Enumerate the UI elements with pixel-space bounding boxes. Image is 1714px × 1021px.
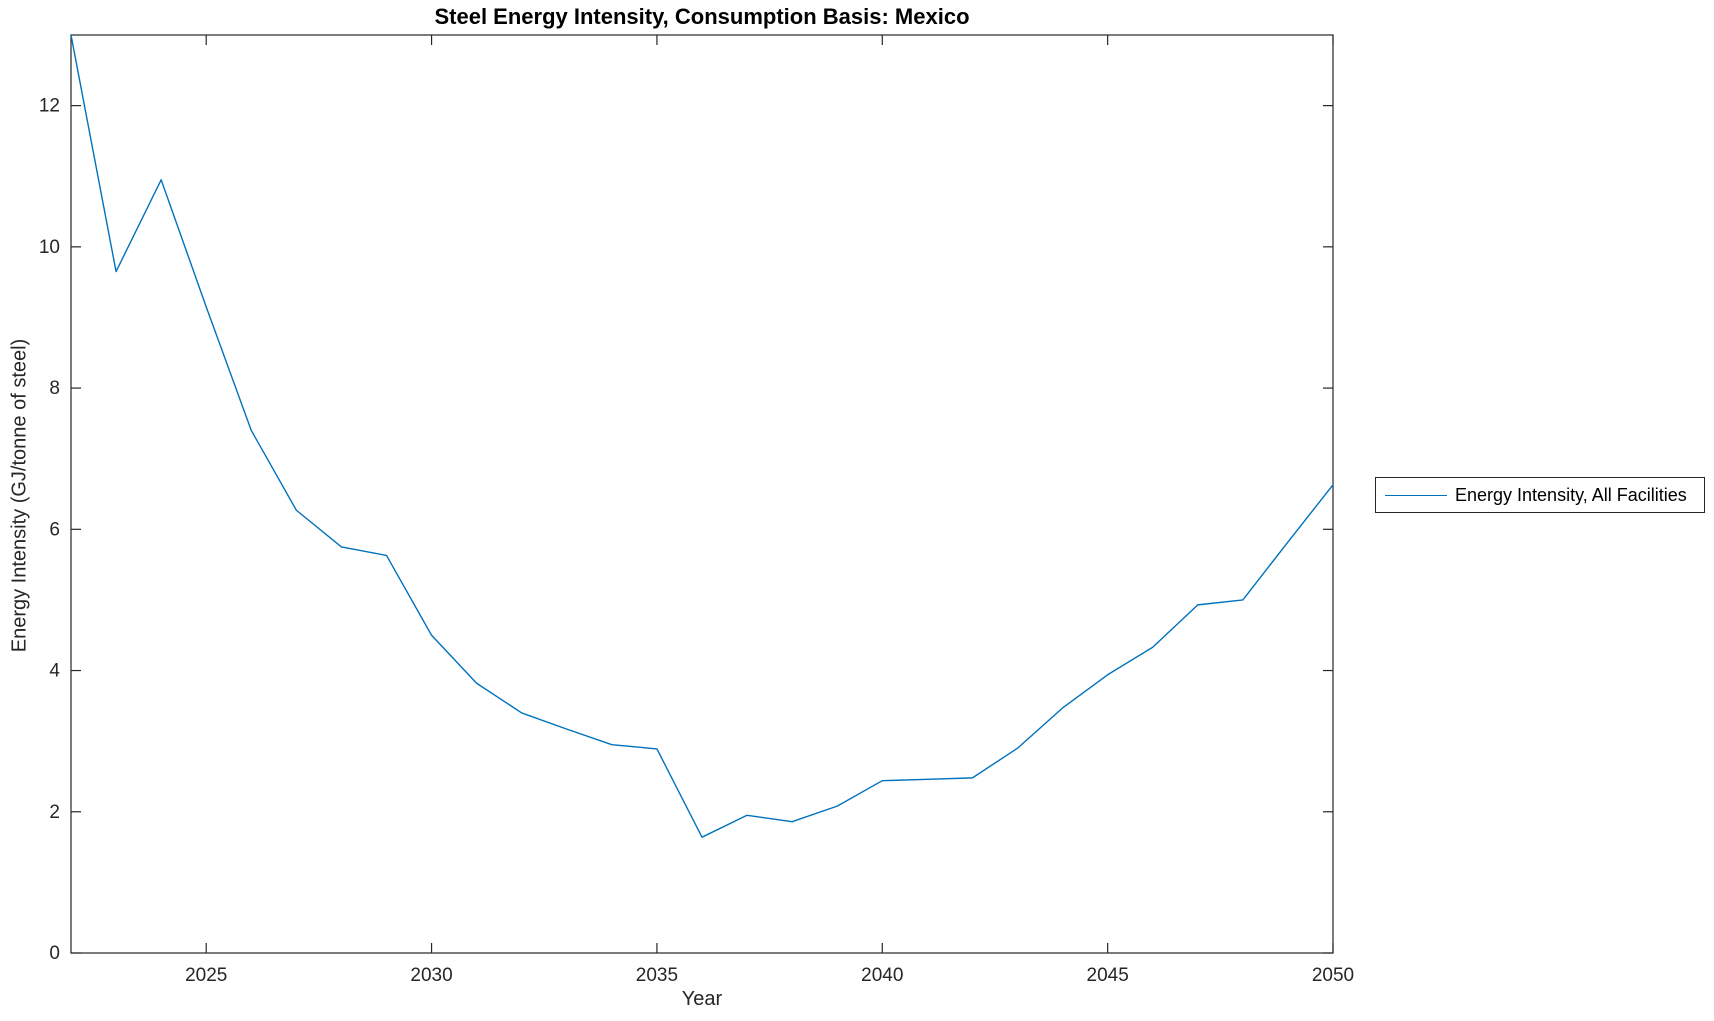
y-tick-label: 6 — [49, 519, 60, 540]
x-tick-label: 2030 — [410, 965, 452, 986]
axis-box — [70, 34, 1334, 954]
x-tick-label: 2040 — [861, 965, 903, 986]
y-tick-label: 10 — [39, 237, 60, 258]
legend: Energy Intensity, All Facilities — [1375, 477, 1705, 513]
data-line — [70, 34, 1334, 838]
x-axis-label: Year — [681, 988, 723, 1010]
x-tick-label: 2035 — [636, 965, 678, 986]
legend-line-sample-icon — [1385, 494, 1447, 496]
chart-title: Steel Energy Intensity, Consumption Basi… — [434, 4, 970, 29]
y-tick-label: 12 — [39, 96, 60, 117]
y-tick-label: 8 — [49, 378, 60, 399]
x-tick-label: 2050 — [1312, 965, 1354, 986]
y-axis-label: Energy Intensity (GJ/tonne of steel) — [8, 338, 31, 653]
y-tick-label: 4 — [49, 661, 60, 682]
legend-label: Energy Intensity, All Facilities — [1455, 484, 1687, 505]
y-tick-label: 0 — [49, 943, 60, 964]
x-tick-label: 2025 — [185, 965, 227, 986]
x-tick-label: 2045 — [1087, 965, 1129, 986]
y-tick-label: 2 — [49, 802, 60, 823]
